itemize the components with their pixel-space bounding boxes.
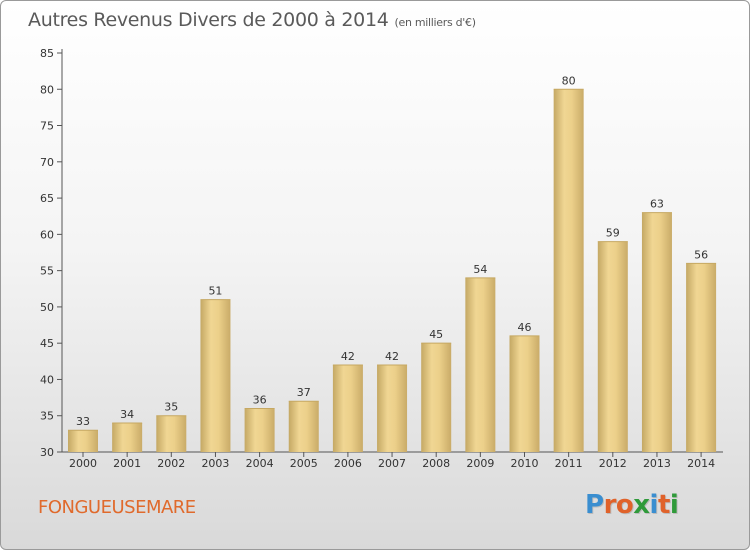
y-tick-label: 60 <box>40 228 54 241</box>
bar <box>465 277 496 452</box>
x-tick-label: 2004 <box>246 457 274 470</box>
value-labels: 33 34 35 51 36 37 42 42 45 54 46 80 59 63 56 <box>76 74 708 428</box>
bar <box>641 212 672 452</box>
data-label: 45 <box>429 328 443 341</box>
title-text: Autres Revenus Divers de 2000 à 2014 <box>28 9 389 31</box>
bar <box>597 241 628 452</box>
x-tick-label: 2002 <box>157 457 185 470</box>
data-label: 54 <box>473 263 487 276</box>
data-label: 51 <box>208 285 222 298</box>
y-tick-label: 75 <box>40 120 54 133</box>
logo-letter: t <box>657 490 670 520</box>
y-tick-label: 55 <box>40 265 54 278</box>
y-tick-label: 65 <box>40 192 54 205</box>
y-tick-label: 30 <box>40 446 54 459</box>
logo-letter: r <box>603 490 617 520</box>
x-tick-label: 2014 <box>687 457 715 470</box>
bar <box>68 430 98 452</box>
x-tick-label: 2009 <box>466 457 494 470</box>
data-label: 42 <box>341 350 355 363</box>
x-tick-label: 2008 <box>422 457 450 470</box>
bars <box>68 88 717 452</box>
bar <box>244 408 275 452</box>
x-tick-label: 2013 <box>643 457 671 470</box>
data-label: 42 <box>385 350 399 363</box>
y-tick-label: 50 <box>40 301 54 314</box>
y-tick-label: 85 <box>40 47 54 60</box>
x-tick-label: 2001 <box>113 457 141 470</box>
y-tick-label: 70 <box>40 156 54 169</box>
logo-letter: P <box>585 490 604 520</box>
x-tick-label: 2000 <box>69 457 97 470</box>
bar <box>421 343 452 452</box>
x-tick-label: 2006 <box>334 457 362 470</box>
bar <box>332 364 363 452</box>
bar <box>112 422 143 452</box>
proxiti-logo[interactable]: Proxiti <box>585 490 679 520</box>
bar <box>509 335 540 452</box>
y-tick-label: 35 <box>40 410 54 423</box>
data-label: 46 <box>518 321 532 334</box>
data-label: 59 <box>606 227 620 240</box>
chart-title: Autres Revenus Divers de 2000 à 2014 (en … <box>28 9 476 31</box>
bar <box>156 415 187 452</box>
x-tick-label: 2007 <box>378 457 406 470</box>
x-tick-label: 2011 <box>555 457 583 470</box>
y-tick-label: 80 <box>40 83 54 96</box>
bar <box>200 299 231 452</box>
title-unit: (en milliers d'€) <box>394 16 476 29</box>
logo-letter: x <box>633 490 650 520</box>
x-tick-label: 2012 <box>599 457 627 470</box>
bar <box>686 263 717 452</box>
data-label: 56 <box>694 248 708 261</box>
y-tick-label: 40 <box>40 373 54 386</box>
x-tick-label: 2003 <box>201 457 229 470</box>
x-tick-label: 2010 <box>511 457 539 470</box>
logo-letter: i <box>669 490 679 520</box>
bar <box>553 89 584 452</box>
x-tick-label: 2005 <box>290 457 318 470</box>
data-label: 36 <box>253 393 267 406</box>
bar <box>288 401 319 452</box>
data-label: 63 <box>650 198 664 211</box>
town-name: FONGUEUSEMARE <box>38 497 196 518</box>
data-label: 37 <box>297 386 311 399</box>
data-label: 33 <box>76 415 90 428</box>
y-tick-label: 45 <box>40 337 54 350</box>
bar <box>377 364 408 452</box>
data-label: 34 <box>120 408 134 421</box>
logo-letter: i <box>649 490 659 520</box>
data-label: 35 <box>164 401 178 414</box>
logo-letter: o <box>615 490 634 520</box>
data-label: 80 <box>562 74 576 87</box>
